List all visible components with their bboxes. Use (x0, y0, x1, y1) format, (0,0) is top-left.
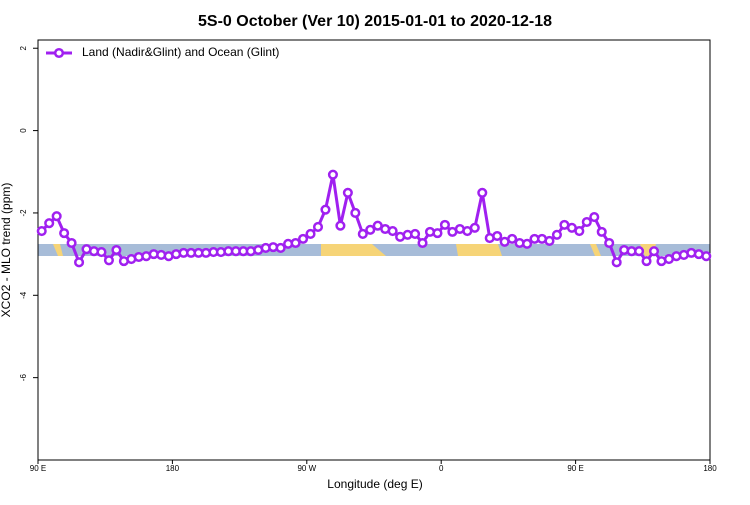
data-point (275, 242, 286, 253)
data-point (522, 238, 533, 249)
data-point (290, 237, 301, 249)
data-point (641, 256, 652, 267)
land-patch (456, 244, 502, 256)
data-point (357, 228, 368, 239)
data-point (574, 226, 585, 237)
legend-label: Land (Nadir&Glint) and Ocean (Glint) (82, 45, 279, 59)
data-point (365, 224, 376, 235)
data-point (611, 257, 622, 268)
x-tick-label: 180 (166, 464, 180, 473)
data-point (350, 207, 361, 218)
x-tick-label: 90 W (297, 464, 316, 473)
data-point (342, 187, 353, 198)
data-point (439, 219, 450, 230)
data-point (596, 226, 607, 237)
data-point (103, 255, 114, 266)
x-axis-label: Longitude (deg E) (327, 477, 422, 491)
x-tick-label: 90 E (567, 464, 583, 473)
data-point (604, 237, 615, 249)
data-point (492, 230, 503, 242)
land-patch (321, 244, 386, 256)
y-tick-label: -2 (19, 209, 28, 217)
data-point (36, 226, 47, 237)
data-point (410, 228, 421, 239)
data-point (327, 169, 338, 180)
data-point (432, 228, 443, 239)
data-point (298, 233, 309, 244)
data-point (44, 218, 55, 229)
land-patch (590, 244, 601, 256)
chart-title: 5S-0 October (Ver 10) 2015-01-01 to 2020… (198, 13, 552, 30)
y-tick-label: 2 (19, 45, 28, 50)
legend-marker (53, 47, 65, 59)
data-point (335, 220, 346, 231)
y-tick-label: -6 (19, 374, 28, 382)
data-point (544, 235, 555, 246)
data-point (312, 221, 324, 232)
data-point (581, 216, 592, 228)
data-point (589, 212, 600, 223)
y-tick-label: 0 (19, 128, 28, 133)
x-tick-label: 180 (703, 464, 717, 473)
plot-frame (37, 39, 711, 461)
land-patch (53, 244, 63, 256)
data-point (74, 257, 85, 268)
x-tick-label: 90 E (30, 464, 46, 473)
data-point (507, 233, 518, 244)
data-point (66, 237, 77, 249)
data-point (111, 244, 122, 256)
data-point (648, 246, 660, 257)
data-point (634, 246, 645, 257)
data-point (320, 204, 331, 215)
data-point (469, 222, 480, 233)
y-axis-label: XCO2 - MLO trend (ppm) (0, 183, 13, 318)
data-point (551, 229, 562, 240)
data-point (477, 187, 488, 198)
data-point (305, 228, 316, 239)
data-point (701, 251, 712, 262)
data-point (417, 237, 428, 249)
data-point (51, 211, 62, 222)
x-tick-label: 0 (439, 464, 444, 473)
data-point (59, 228, 70, 239)
data-point (96, 247, 107, 258)
y-tick-label: -4 (19, 291, 28, 299)
data-point (387, 226, 398, 237)
